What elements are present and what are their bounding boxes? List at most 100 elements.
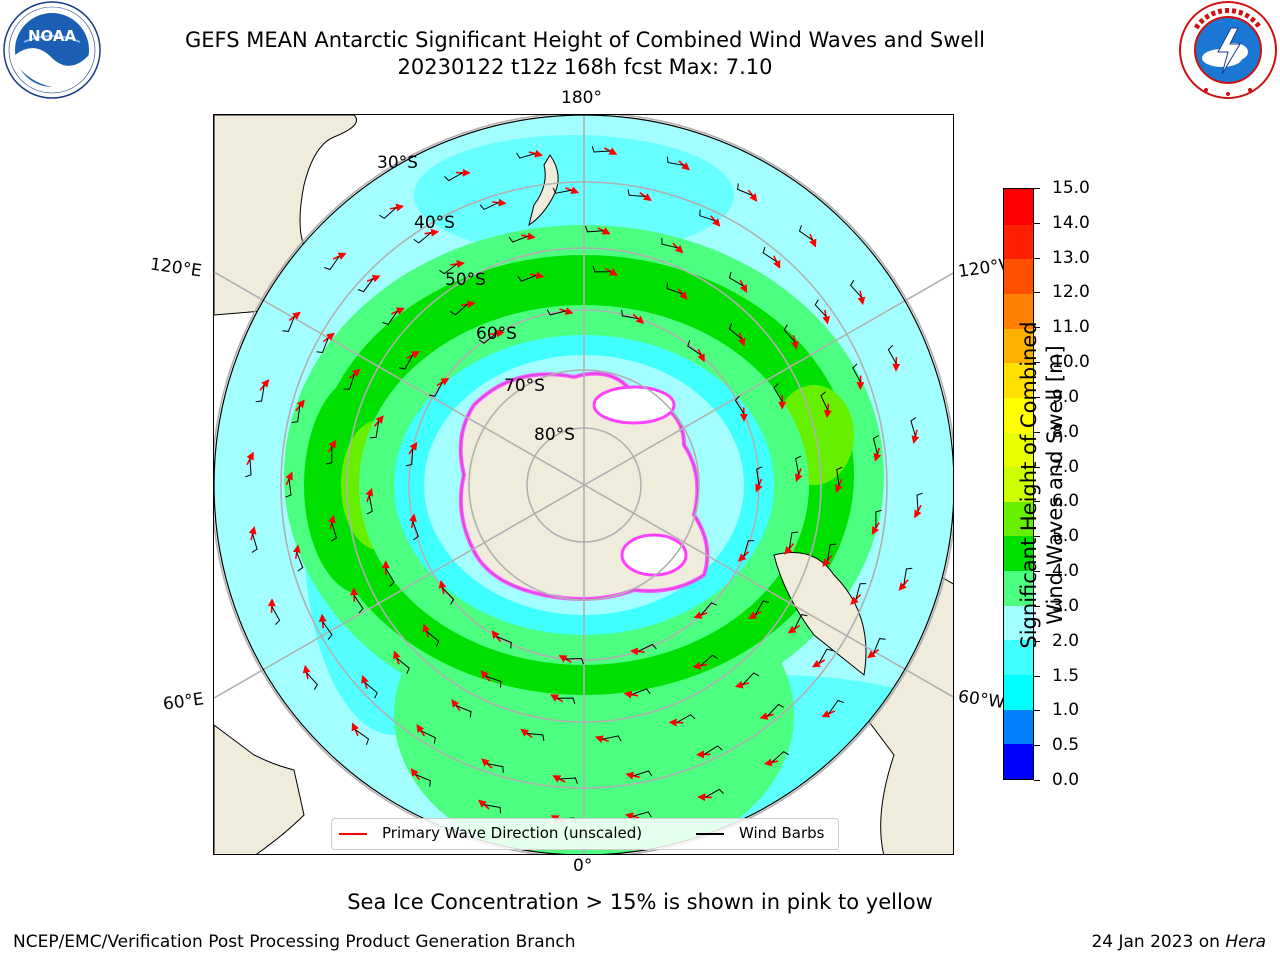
wind-barb	[306, 672, 319, 690]
lat-label-30s: 30°S	[377, 153, 418, 173]
noaa-logo-text: NOAA	[28, 27, 77, 45]
wind-barb	[251, 533, 258, 553]
colorbar-tick	[1034, 431, 1040, 433]
wave-arrow	[438, 579, 447, 595]
wind-barb	[836, 466, 843, 486]
wave-arrow	[625, 771, 640, 780]
colorbar-segment	[1004, 501, 1033, 537]
lat-label-60s: 60°S	[476, 324, 517, 344]
wind-barb	[788, 531, 798, 549]
wave-legend-label: Primary Wave Direction (unscaled)	[382, 824, 643, 842]
wind-barb	[366, 495, 373, 515]
wind-barb	[343, 373, 355, 390]
footer-date: 24 Jan 2023 on Hera	[1091, 932, 1266, 952]
wave-arrow	[856, 375, 865, 391]
wave-arrow	[565, 186, 580, 195]
wind-barb	[546, 309, 566, 316]
wave-arrow	[604, 267, 618, 276]
footer-host: Hera	[1225, 932, 1266, 952]
lat-label-80s: 80°S	[534, 425, 575, 445]
footer-date-text: 24 Jan 2023 on	[1091, 932, 1226, 952]
wind-barb	[916, 492, 923, 512]
wind-barb	[699, 209, 716, 222]
noaa-logo: NOAA	[0, 0, 104, 104]
wind-barb	[496, 636, 512, 649]
footer-branch: NCEP/EMC/Verification Post Processing Pr…	[13, 932, 576, 952]
wind-barb	[591, 146, 611, 153]
wave-arrow	[734, 680, 750, 689]
colorbar-title-line1: Significant Height of Combined	[1017, 321, 1041, 649]
wind-barb	[444, 172, 463, 182]
colorbar-tick	[1034, 466, 1040, 468]
colorbar-tick	[1034, 222, 1040, 224]
wind-barb	[271, 606, 281, 625]
wind-barb	[631, 688, 651, 696]
wind-barb	[700, 602, 718, 616]
wave-arrow	[529, 271, 545, 280]
wind-barb	[676, 714, 696, 723]
colorbar-tick-label: 1.0	[1052, 700, 1080, 721]
sea-ice-note: Sea Ice Concentration > 15% is shown in …	[347, 890, 933, 914]
wind-barb	[439, 263, 458, 275]
wave-arrow	[424, 228, 440, 237]
colorbar-tick	[1034, 675, 1040, 677]
lon-label-0: 0°	[573, 856, 593, 876]
colorbar-tick	[1034, 292, 1040, 294]
wave-arrow	[812, 659, 826, 668]
wind-barb	[255, 385, 265, 403]
colorbar-segment	[1004, 674, 1033, 710]
colorbar-segment	[1004, 328, 1033, 364]
wind-barb	[771, 750, 789, 763]
wind-barb	[285, 478, 292, 498]
wind-barb	[442, 587, 455, 605]
wind-barb	[637, 643, 657, 652]
colorbar-tick	[1034, 396, 1040, 398]
wind-barb	[316, 337, 329, 354]
colorbar-tick-label: 3.0	[1052, 595, 1080, 616]
wind-barb	[743, 540, 755, 557]
wind-barb	[385, 568, 395, 587]
wave-legend-line	[339, 833, 367, 835]
wind-barbs	[245, 146, 923, 824]
colorbar-tick-label: 14.0	[1052, 212, 1090, 233]
wind-barb	[415, 774, 431, 787]
wave-arrow	[821, 710, 836, 718]
wave-arrow	[794, 468, 803, 483]
wave-arrow	[332, 252, 347, 260]
colorbar-tick-label: 15.0	[1052, 178, 1090, 198]
wave-arrow	[322, 332, 335, 343]
wind-barb	[291, 405, 301, 423]
wind-barb	[508, 235, 528, 243]
wind-barb	[478, 333, 497, 344]
wind-barb	[762, 247, 777, 263]
wave-arrow	[373, 415, 384, 427]
wind-barb	[820, 391, 829, 411]
wind-barb	[331, 522, 337, 542]
wind-barb	[379, 207, 397, 220]
wind-barb	[485, 675, 502, 688]
colorbar-segment	[1004, 189, 1033, 225]
wave-arrow	[677, 288, 688, 300]
wind-barb	[795, 455, 802, 475]
wave-arrow	[857, 290, 866, 306]
wind-barb	[585, 225, 604, 233]
wind-barb	[450, 303, 468, 316]
colorbar-segment	[1004, 709, 1033, 745]
lon-label-120e: 120°E	[148, 254, 203, 282]
wind-barb	[827, 543, 837, 561]
wave-arrow	[318, 613, 327, 629]
wind-barb	[872, 435, 879, 455]
lon-label-180: 180°	[561, 88, 602, 108]
colorbar-segment	[1004, 397, 1033, 433]
wind-barb	[849, 280, 862, 298]
wave-arrow	[558, 655, 572, 663]
plot-title: GEFS MEAN Antarctic Significant Height o…	[184, 28, 986, 52]
wind-barb	[412, 521, 419, 541]
wind-barb	[396, 657, 410, 674]
wind-barb	[621, 309, 639, 320]
wind-barb	[910, 417, 917, 437]
wave-arrow	[791, 335, 799, 350]
colorbar-segment	[1004, 535, 1033, 572]
wind-barb	[687, 340, 702, 356]
colorbar-tick-label: 2.0	[1052, 630, 1080, 651]
